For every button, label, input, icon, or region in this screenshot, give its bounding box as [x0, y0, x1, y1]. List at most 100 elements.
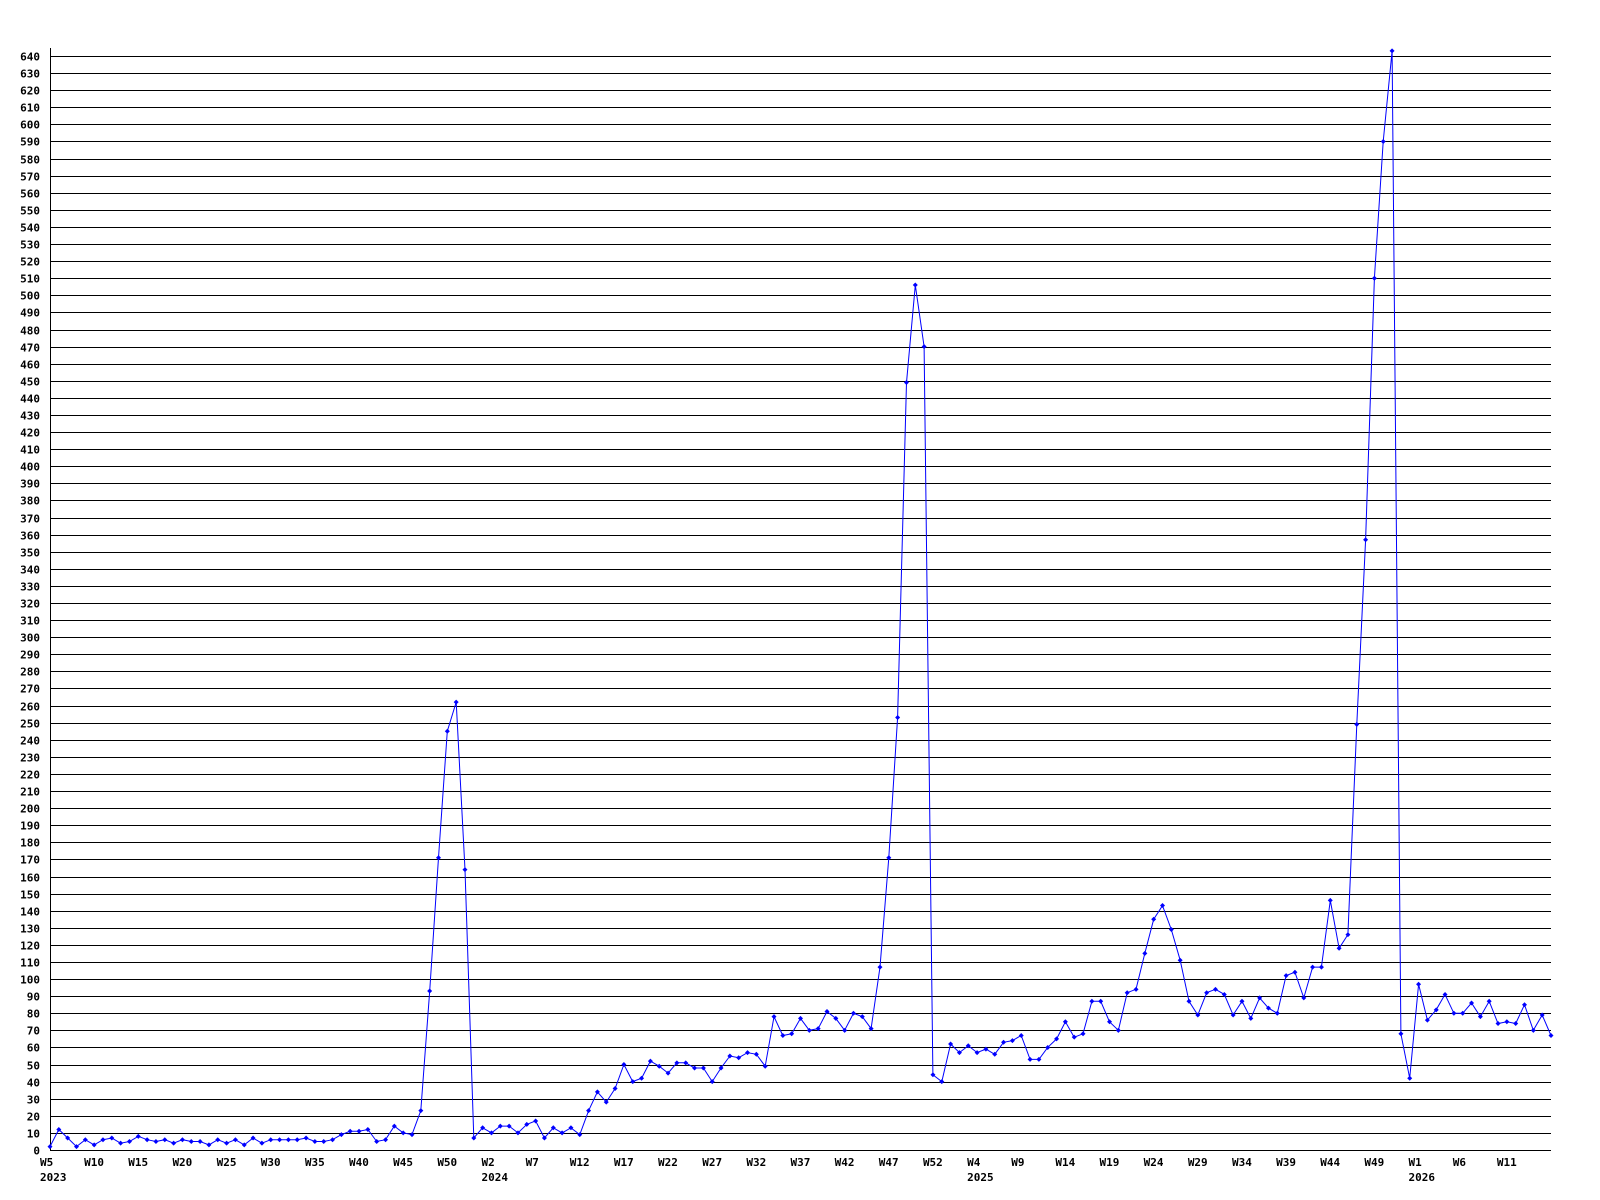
data-point	[47, 1144, 53, 1150]
x-tick-label: W37	[791, 1156, 811, 1169]
y-tick-label: 380	[20, 495, 40, 508]
data-point	[241, 1142, 247, 1148]
x-tick-label: W30	[261, 1156, 281, 1169]
data-point	[453, 699, 459, 705]
y-tick-label: 10	[27, 1128, 40, 1141]
data-point	[321, 1138, 327, 1144]
y-tick-label: 250	[20, 718, 40, 731]
data-point	[1495, 1021, 1501, 1027]
y-tick-label: 200	[20, 803, 40, 816]
data-point	[833, 1015, 839, 1021]
y-tick-label: 420	[20, 427, 40, 440]
data-point	[400, 1130, 406, 1136]
data-point	[1371, 275, 1377, 281]
data-point	[603, 1099, 609, 1105]
data-point	[471, 1135, 477, 1141]
y-tick-label: 540	[20, 222, 40, 235]
data-point	[144, 1137, 150, 1143]
data-point	[1177, 957, 1183, 963]
data-point	[1221, 991, 1227, 997]
data-point	[886, 855, 892, 861]
data-point	[383, 1137, 389, 1143]
y-tick-label: 600	[20, 119, 40, 132]
data-point	[1442, 991, 1448, 997]
data-point	[842, 1027, 848, 1033]
data-point	[1283, 973, 1289, 979]
data-point	[533, 1118, 539, 1124]
data-point	[903, 379, 909, 385]
data-point	[277, 1137, 283, 1143]
data-point	[965, 1043, 971, 1049]
data-point	[1133, 986, 1139, 992]
x-tick-label: W34	[1232, 1156, 1252, 1169]
y-tick-label: 290	[20, 649, 40, 662]
y-tick-label: 0	[33, 1145, 40, 1158]
data-point	[224, 1140, 230, 1146]
y-tick-label: 390	[20, 478, 40, 491]
series-markers	[47, 48, 1554, 1150]
y-tick-label: 300	[20, 632, 40, 645]
y-tick-label: 160	[20, 872, 40, 885]
data-point	[753, 1051, 759, 1057]
data-point	[118, 1140, 124, 1146]
data-point	[1009, 1038, 1015, 1044]
data-point	[1336, 945, 1342, 951]
data-point	[497, 1123, 503, 1129]
x-tick-label: W35	[305, 1156, 325, 1169]
data-point	[780, 1032, 786, 1038]
data-point	[1310, 964, 1316, 970]
data-point	[718, 1065, 724, 1071]
y-tick-label: 590	[20, 136, 40, 149]
y-axis-ticks: 0 10 20 30 40 50 60 70 80 90 100 110 120 130 140 150 160…	[20, 51, 40, 1158]
data-point	[1548, 1032, 1554, 1038]
data-point	[232, 1137, 238, 1143]
x-tick-label: W15	[128, 1156, 148, 1169]
x-tick-label: W14	[1055, 1156, 1075, 1169]
data-point	[162, 1137, 168, 1143]
y-tick-label: 30	[27, 1094, 40, 1107]
data-point	[594, 1089, 600, 1095]
data-point	[1513, 1021, 1519, 1027]
data-point	[56, 1126, 62, 1132]
x-tick-label: W44	[1320, 1156, 1340, 1169]
y-tick-label: 60	[27, 1042, 40, 1055]
y-tick-label: 560	[20, 188, 40, 201]
data-point	[1239, 998, 1245, 1004]
data-point	[948, 1041, 954, 1047]
data-point	[330, 1137, 336, 1143]
data-point	[568, 1125, 574, 1131]
y-tick-label: 520	[20, 256, 40, 269]
data-point	[427, 988, 433, 994]
x-tick-label: W27	[702, 1156, 722, 1169]
y-tick-label: 430	[20, 410, 40, 423]
y-tick-label: 610	[20, 102, 40, 115]
data-point	[312, 1138, 318, 1144]
data-point	[444, 728, 450, 734]
data-point	[1124, 990, 1130, 996]
data-point	[1354, 721, 1360, 727]
data-point	[1451, 1010, 1457, 1016]
data-point	[983, 1046, 989, 1052]
x-tick-label: W47	[879, 1156, 899, 1169]
y-tick-label: 440	[20, 393, 40, 406]
x-axis-ticks: W5 2023 W10 W15 W20 W25 W30 W35 W40 W45 W50 W2 2024 W…	[40, 1156, 1517, 1184]
data-point	[683, 1060, 689, 1066]
data-point	[771, 1014, 777, 1020]
x-tick-label: W7	[526, 1156, 539, 1169]
data-point	[1080, 1031, 1086, 1037]
data-point	[1539, 1012, 1545, 1018]
data-point	[418, 1108, 424, 1114]
y-tick-label: 340	[20, 564, 40, 577]
y-tick-label: 90	[27, 991, 40, 1004]
y-tick-label: 80	[27, 1008, 40, 1021]
y-tick-label: 20	[27, 1111, 40, 1124]
y-tick-label: 400	[20, 461, 40, 474]
data-point	[586, 1108, 592, 1114]
x-tick-label: W45	[393, 1156, 413, 1169]
y-tick-label: 470	[20, 342, 40, 355]
data-point	[930, 1072, 936, 1078]
data-point	[126, 1138, 132, 1144]
y-tick-label: 320	[20, 598, 40, 611]
data-point	[577, 1132, 583, 1138]
y-tick-label: 70	[27, 1025, 40, 1038]
